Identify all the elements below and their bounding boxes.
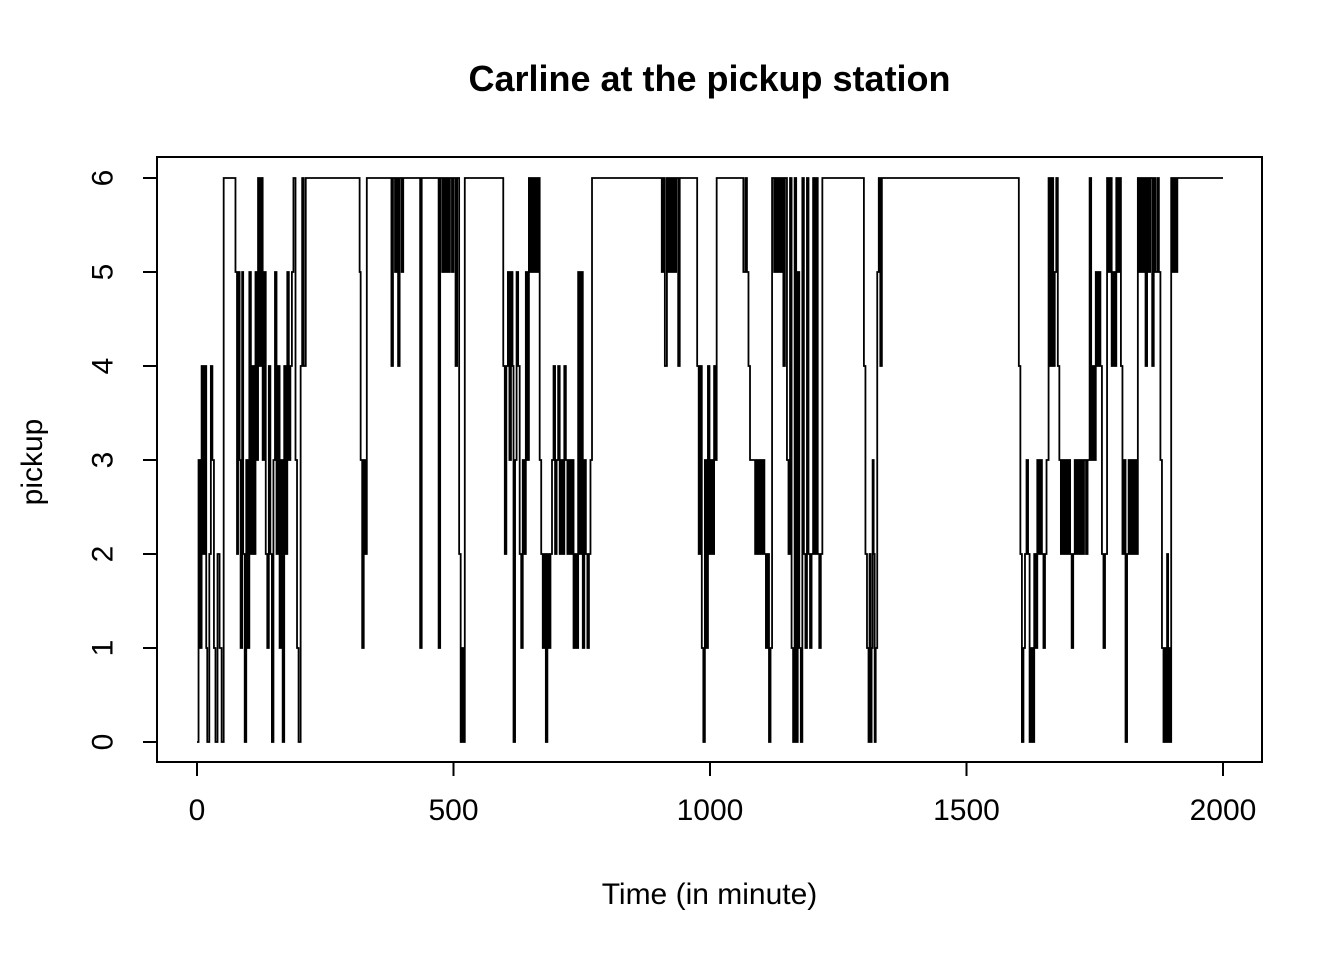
step-line xyxy=(197,177,1223,743)
y-tick-label: 2 xyxy=(87,546,120,563)
x-tick-label: 1000 xyxy=(677,794,744,827)
x-tick-label: 0 xyxy=(189,794,206,827)
x-tick-label: 500 xyxy=(428,794,478,827)
y-tick-label: 3 xyxy=(87,452,120,469)
y-tick-label: 6 xyxy=(87,170,120,187)
x-tick-label: 1500 xyxy=(933,794,1000,827)
y-axis-title: pickup xyxy=(16,418,49,506)
x-axis-title: Time (in minute) xyxy=(601,878,818,911)
y-tick-label: 0 xyxy=(87,734,120,751)
y-tick-label: 1 xyxy=(87,640,120,657)
chart-title: Carline at the pickup station xyxy=(468,58,951,99)
y-tick-label: 4 xyxy=(87,358,120,375)
x-tick-label: 2000 xyxy=(1190,794,1257,827)
y-tick-label: 5 xyxy=(87,264,120,281)
